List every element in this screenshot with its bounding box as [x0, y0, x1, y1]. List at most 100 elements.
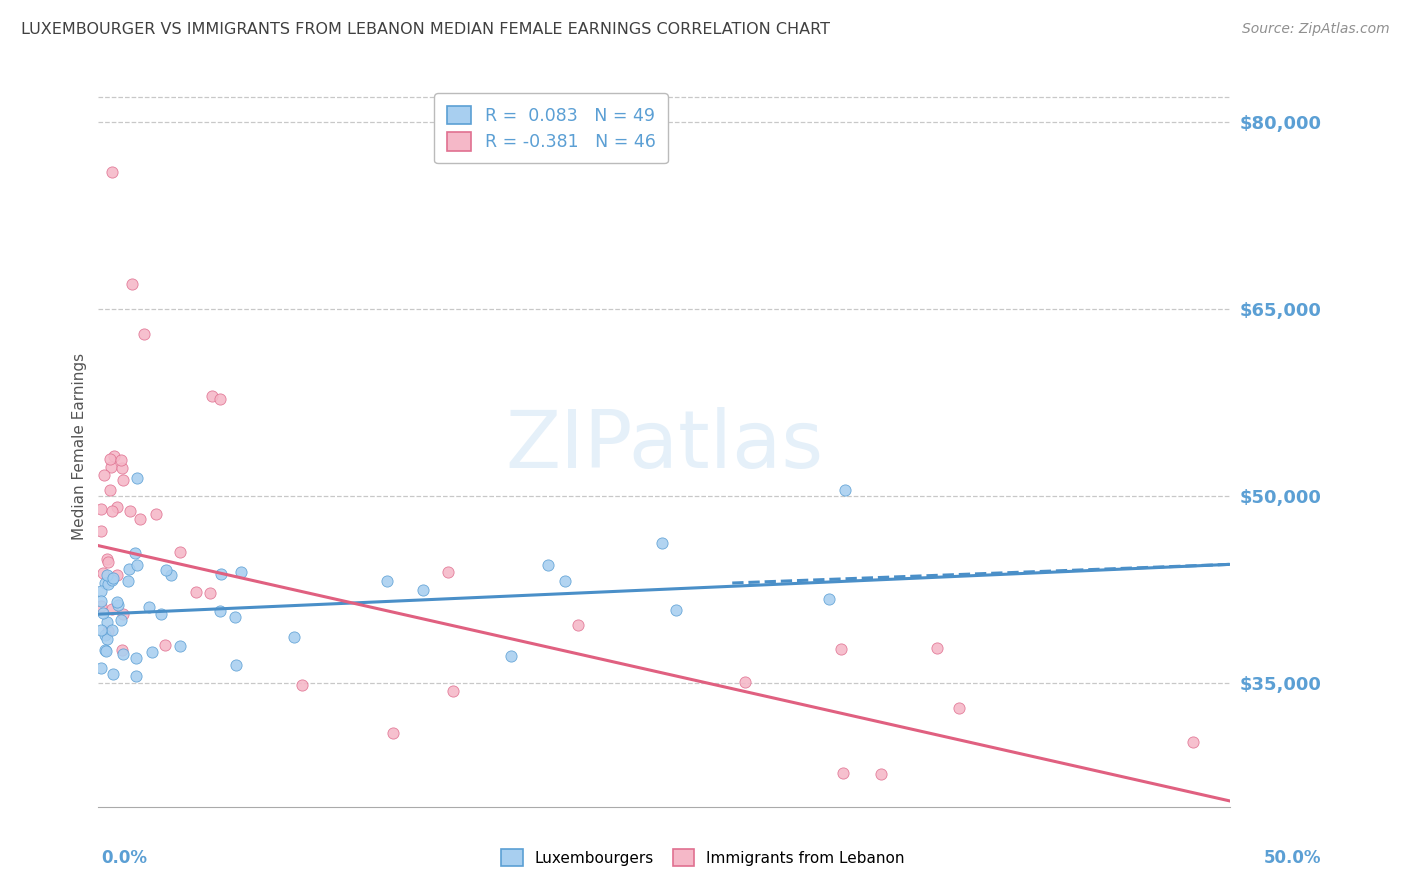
Point: [103, 570, 125, 584]
Point: [97, 624, 120, 639]
Point: [105, 568, 128, 582]
Point: [870, 766, 893, 780]
Point: [93, 642, 115, 657]
Point: [831, 766, 853, 780]
Point: [100, 459, 122, 474]
Point: [959, 813, 981, 827]
Point: [155, 638, 177, 652]
Point: [125, 558, 148, 573]
Point: [121, 277, 143, 291]
Point: [111, 642, 134, 657]
Point: [124, 546, 146, 560]
Point: [145, 508, 167, 522]
Point: [118, 562, 141, 576]
Point: [169, 545, 191, 559]
Point: [103, 449, 125, 463]
Point: [125, 471, 148, 485]
Text: LUXEMBOURGER VS IMMIGRANTS FROM LEBANON MEDIAN FEMALE EARNINGS CORRELATION CHART: LUXEMBOURGER VS IMMIGRANTS FROM LEBANON …: [21, 22, 830, 37]
Point: [105, 594, 128, 608]
Point: [225, 657, 247, 672]
Point: [90, 623, 112, 637]
Point: [107, 598, 129, 612]
Point: [101, 602, 124, 616]
Point: [818, 592, 841, 607]
Point: [98, 452, 121, 467]
Point: [412, 582, 434, 597]
Point: [830, 641, 852, 656]
Point: [375, 574, 398, 589]
Point: [128, 512, 150, 526]
Point: [94, 576, 117, 591]
Y-axis label: Median Female Earnings: Median Female Earnings: [72, 352, 87, 540]
Point: [91, 566, 114, 581]
Point: [665, 603, 688, 617]
Point: [499, 648, 522, 663]
Point: [441, 684, 464, 698]
Text: ZIPatlas: ZIPatlas: [505, 407, 824, 485]
Point: [90, 599, 112, 613]
Point: [91, 606, 114, 620]
Point: [112, 648, 135, 662]
Point: [94, 643, 117, 657]
Point: [381, 725, 404, 739]
Point: [97, 555, 120, 569]
Point: [150, 607, 173, 622]
Point: [160, 568, 183, 582]
Point: [105, 500, 128, 515]
Text: Source: ZipAtlas.com: Source: ZipAtlas.com: [1241, 22, 1389, 37]
Text: 50.0%: 50.0%: [1264, 849, 1322, 867]
Point: [124, 668, 146, 682]
Point: [90, 593, 112, 607]
Point: [93, 467, 115, 482]
Point: [90, 524, 112, 538]
Point: [111, 460, 134, 475]
Point: [209, 566, 232, 581]
Point: [90, 502, 112, 516]
Point: [100, 503, 122, 517]
Point: [101, 574, 124, 588]
Point: [169, 639, 191, 653]
Point: [208, 392, 231, 406]
Point: [290, 678, 312, 692]
Point: [97, 576, 120, 591]
Point: [650, 536, 672, 550]
Point: [283, 630, 305, 644]
Point: [948, 700, 970, 714]
Point: [103, 666, 125, 681]
Point: [117, 574, 139, 589]
Point: [101, 165, 124, 179]
Point: [141, 645, 163, 659]
Point: [96, 615, 118, 629]
Point: [111, 607, 134, 621]
Legend: R =  0.083   N = 49, R = -0.381   N = 46: R = 0.083 N = 49, R = -0.381 N = 46: [434, 94, 668, 163]
Point: [96, 568, 118, 582]
Point: [155, 563, 177, 577]
Point: [110, 453, 132, 467]
Point: [198, 586, 221, 600]
Point: [537, 558, 560, 572]
Point: [132, 326, 155, 341]
Point: [925, 640, 948, 655]
Point: [208, 604, 231, 618]
Point: [734, 674, 756, 689]
Point: [1182, 735, 1205, 749]
Point: [567, 617, 589, 632]
Point: [231, 566, 253, 580]
Point: [96, 632, 118, 646]
Point: [90, 583, 112, 598]
Point: [834, 483, 856, 497]
Point: [120, 503, 142, 517]
Legend: Luxembourgers, Immigrants from Lebanon: Luxembourgers, Immigrants from Lebanon: [494, 842, 912, 873]
Point: [184, 585, 207, 599]
Point: [98, 483, 121, 497]
Point: [554, 574, 576, 588]
Point: [437, 565, 460, 579]
Point: [138, 599, 160, 614]
Point: [94, 628, 117, 642]
Point: [96, 551, 118, 566]
Point: [125, 650, 148, 665]
Point: [112, 473, 135, 487]
Point: [224, 609, 246, 624]
Point: [201, 389, 224, 403]
Point: [110, 613, 132, 627]
